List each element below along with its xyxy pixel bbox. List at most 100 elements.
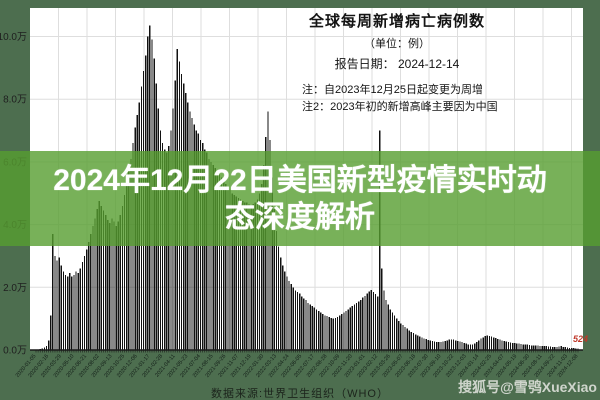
bar [522,344,524,350]
bar [495,338,497,350]
bar [66,276,69,350]
bar [393,315,396,350]
bar [535,345,537,350]
bar [355,302,358,351]
bar [58,257,60,350]
bar [94,218,96,350]
bar [294,290,297,351]
bar [429,340,432,351]
data-source-caption: 数据来源:世界卫生组织（WHO） [211,388,389,400]
bar [309,304,311,350]
bar [377,296,379,350]
bar [168,146,170,350]
bar [71,276,73,350]
bar [277,246,280,350]
chart-notes: 注：自2023年12月25日起变更为周增 注2：2023年初的新增高峰主要因为中… [292,82,502,116]
bar [372,292,375,350]
bar [225,183,227,350]
bar [518,343,520,350]
bar [341,313,343,350]
bar [343,312,345,350]
bar [252,204,254,350]
bar [334,318,337,350]
bar [90,234,92,350]
bar [541,345,543,350]
y-axis-tick-label: 10.0万 [0,32,27,43]
bar [526,344,529,350]
bar [121,205,124,350]
bar [516,343,518,350]
bar [206,152,208,350]
bar [577,348,579,350]
bar [77,273,79,350]
bar [75,271,77,351]
bar [69,273,71,350]
bar [423,338,425,350]
bar [216,171,219,350]
bar [231,193,233,350]
bar [558,346,560,350]
bar [530,345,533,350]
bar [358,301,360,350]
bar [490,336,493,350]
note-1: 注：自2023年12月25日起变更为周增 [302,84,483,96]
bar [459,341,461,350]
bar [113,221,115,350]
bar [507,342,510,350]
bar [452,339,455,350]
bar [345,310,347,350]
bar [126,183,128,350]
bar [387,304,389,350]
bar [395,318,398,350]
bar [43,347,46,350]
bar [520,344,522,350]
bar [317,310,320,350]
bar [296,292,299,350]
bar [320,312,322,350]
bar [410,331,413,350]
last-value-label: 524 [573,334,589,344]
bar [364,295,366,350]
bar [524,344,526,350]
bar [402,324,404,350]
bar [246,202,248,350]
bar [284,271,286,351]
bar [250,205,252,350]
bar [469,344,472,350]
bar [166,152,168,350]
bar [60,265,62,351]
bar [455,340,457,350]
bar [48,340,50,351]
bar [290,284,292,350]
bar [303,298,305,350]
bar [315,309,318,351]
bar [233,194,235,350]
bar [533,345,535,350]
bar [349,307,351,350]
bar [446,340,448,350]
headline-overlay-banner: 2024年12月22日美国新型疫情实时动 态深度解析 [0,151,600,246]
bar [568,347,571,350]
bar [98,201,100,350]
bar [421,337,423,350]
bar [130,158,132,350]
bar [566,347,569,350]
bar [328,317,330,350]
bar [528,344,531,350]
bar [552,346,554,351]
unit-label: （单位：例） [364,38,430,50]
bar [427,339,429,350]
bar [414,334,417,350]
bar [218,174,221,350]
bar [132,143,134,350]
bar [385,299,387,350]
bar [111,218,113,350]
bar [562,346,564,351]
bar [235,196,237,350]
bar [404,326,406,350]
bar [88,241,90,350]
bar [229,190,231,350]
bar [433,341,436,350]
bar [104,215,107,350]
bar [556,346,558,351]
